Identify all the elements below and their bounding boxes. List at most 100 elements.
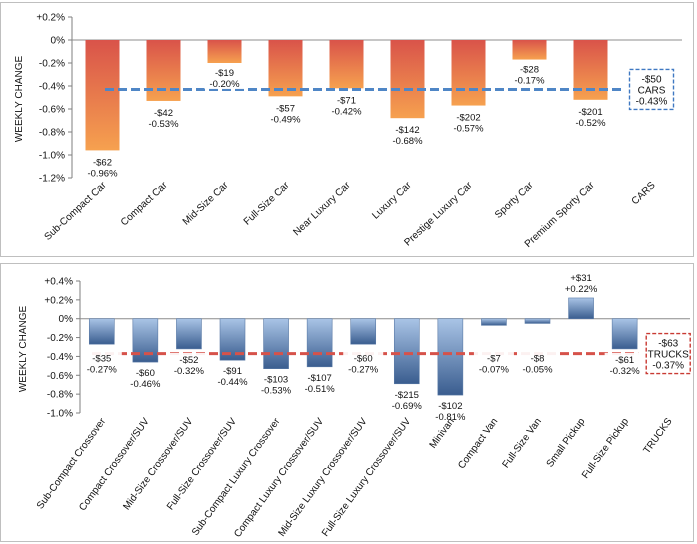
trucks-y-tick-label: -0.8% xyxy=(47,390,73,401)
cars-bar xyxy=(268,40,303,97)
cars-data-label-bg xyxy=(143,105,184,129)
trucks-y-tick-label: -0.4% xyxy=(47,352,73,363)
cars-data-label-percent: -0.17% xyxy=(514,76,545,87)
trucks-data-label-dollar: -$8 xyxy=(531,354,545,365)
cars-y-tick-label: 0% xyxy=(51,36,66,47)
trucks-y-tick-label: -0.2% xyxy=(47,333,73,344)
trucks-data-label-percent: -0.69% xyxy=(392,401,423,412)
trucks-data-label-bg xyxy=(473,351,514,375)
cars-data-label-percent: -0.57% xyxy=(453,124,484,135)
cars-data-label-bg xyxy=(509,62,550,86)
trucks-average-percent: -0.37% xyxy=(652,361,684,372)
cars-data-label-dollar: -$62 xyxy=(93,157,112,168)
trucks-data-label-percent: -0.05% xyxy=(522,365,553,376)
trucks-data-label-percent: -0.53% xyxy=(261,386,292,397)
trucks-data-label-dollar: +$31 xyxy=(570,273,591,284)
trucks-data-label-dollar: -$215 xyxy=(395,390,419,401)
cars-y-tick-label: -1.2% xyxy=(39,174,65,185)
trucks-bar xyxy=(263,318,289,369)
trucks-data-label-bg xyxy=(517,351,558,375)
cars-data-label-percent: -0.52% xyxy=(575,118,606,129)
trucks-data-label-bg xyxy=(299,370,340,394)
trucks-bar xyxy=(611,318,638,350)
trucks-bar xyxy=(306,318,333,368)
trucks-bar xyxy=(176,318,202,350)
cars-data-label-dollar: -$57 xyxy=(276,103,295,114)
trucks-y-tick-label: +0.4% xyxy=(44,277,73,288)
cars-y-axis-label: WEEKLY CHANGE xyxy=(14,56,25,143)
trucks-bar xyxy=(393,318,420,385)
cars-bar xyxy=(390,40,425,119)
cars-bar xyxy=(329,40,364,89)
trucks-data-label-bg xyxy=(343,351,384,375)
trucks-average-name: TRUCKS xyxy=(648,350,689,361)
trucks-data-label-bg xyxy=(561,270,602,294)
cars-bar xyxy=(451,40,486,106)
trucks-data-label-percent: -0.44% xyxy=(217,377,248,388)
cars-data-label-percent: -0.42% xyxy=(331,106,362,117)
cars-y-tick-label: -0.2% xyxy=(39,59,65,70)
cars-data-label-percent: -0.53% xyxy=(148,119,179,130)
trucks-y-tick-label: -1.0% xyxy=(47,409,73,420)
trucks-y-tick-label: +0.2% xyxy=(44,295,73,306)
cars-data-label-bg xyxy=(570,104,611,128)
trucks-data-label-percent: +0.22% xyxy=(565,284,598,295)
cars-data-label-dollar: -$202 xyxy=(456,113,480,124)
cars-data-label-dollar: -$142 xyxy=(395,125,419,136)
trucks-data-label-dollar: -$60 xyxy=(136,368,155,379)
trucks-data-label-bg xyxy=(168,352,209,376)
trucks-bar xyxy=(524,318,551,324)
trucks-data-label-bg xyxy=(125,366,166,390)
trucks-data-label-bg xyxy=(430,399,471,423)
trucks-data-label-percent: -0.32% xyxy=(174,366,205,377)
trucks-bar xyxy=(88,318,115,345)
cars-data-label-percent: -0.96% xyxy=(87,168,118,179)
cars-average-box xyxy=(628,68,675,111)
trucks-data-label-percent: -0.51% xyxy=(305,384,336,395)
cars-average-percent: -0.43% xyxy=(636,96,668,107)
trucks-bar xyxy=(132,318,159,363)
cars-average-name: CARS xyxy=(638,85,666,96)
cars-data-label-dollar: -$42 xyxy=(154,108,173,119)
trucks-average-box xyxy=(645,332,691,375)
cars-data-label-bg xyxy=(326,93,367,117)
cars-y-tick-label: -1.0% xyxy=(39,151,65,162)
cars-data-label-percent: -0.20% xyxy=(209,79,240,90)
trucks-data-label-dollar: -$102 xyxy=(438,401,462,412)
cars-data-label-dollar: -$19 xyxy=(215,68,234,79)
cars-bar xyxy=(85,40,120,151)
trucks-data-label-dollar: -$103 xyxy=(264,375,288,386)
cars-data-label-percent: -0.68% xyxy=(392,136,423,147)
trucks-y-tick-label: 0% xyxy=(59,314,74,325)
cars-y-tick-label: -0.6% xyxy=(39,105,65,116)
trucks-data-label-bg xyxy=(386,387,427,411)
cars-bar xyxy=(207,40,242,63)
trucks-data-label-dollar: -$107 xyxy=(307,373,331,384)
trucks-data-label-bg xyxy=(604,352,645,376)
cars-data-label-bg xyxy=(82,155,123,179)
cars-data-label-dollar: -$71 xyxy=(337,95,356,106)
trucks-data-label-bg xyxy=(212,364,253,388)
trucks-data-label-dollar: -$61 xyxy=(615,355,634,366)
trucks-data-label-dollar: -$52 xyxy=(179,355,198,366)
trucks-data-label-percent: -0.27% xyxy=(87,365,118,376)
cars-bar xyxy=(512,40,547,60)
cars-data-label-bg xyxy=(387,123,428,147)
trucks-average-dollar: -$63 xyxy=(658,339,678,350)
trucks-bar xyxy=(350,318,377,345)
cars-y-tick-label: -0.8% xyxy=(39,128,65,139)
trucks-data-label-dollar: -$60 xyxy=(354,354,373,365)
cars-data-label-dollar: -$28 xyxy=(520,65,539,76)
cars-y-tick-label: +0.2% xyxy=(36,13,65,24)
trucks-y-tick-label: -0.6% xyxy=(47,371,73,382)
cars-average-dollar: -$50 xyxy=(641,74,661,85)
trucks-data-label-bg xyxy=(256,372,297,396)
trucks-data-label-percent: -0.46% xyxy=(130,379,161,390)
trucks-data-label-percent: -0.32% xyxy=(610,366,641,377)
trucks-data-label-percent: -0.81% xyxy=(435,412,466,423)
trucks-data-label-percent: -0.07% xyxy=(479,365,510,376)
cars-data-label-bg xyxy=(265,101,306,125)
trucks-data-label-dollar: -$91 xyxy=(223,366,242,377)
cars-data-label-bg xyxy=(448,110,489,134)
